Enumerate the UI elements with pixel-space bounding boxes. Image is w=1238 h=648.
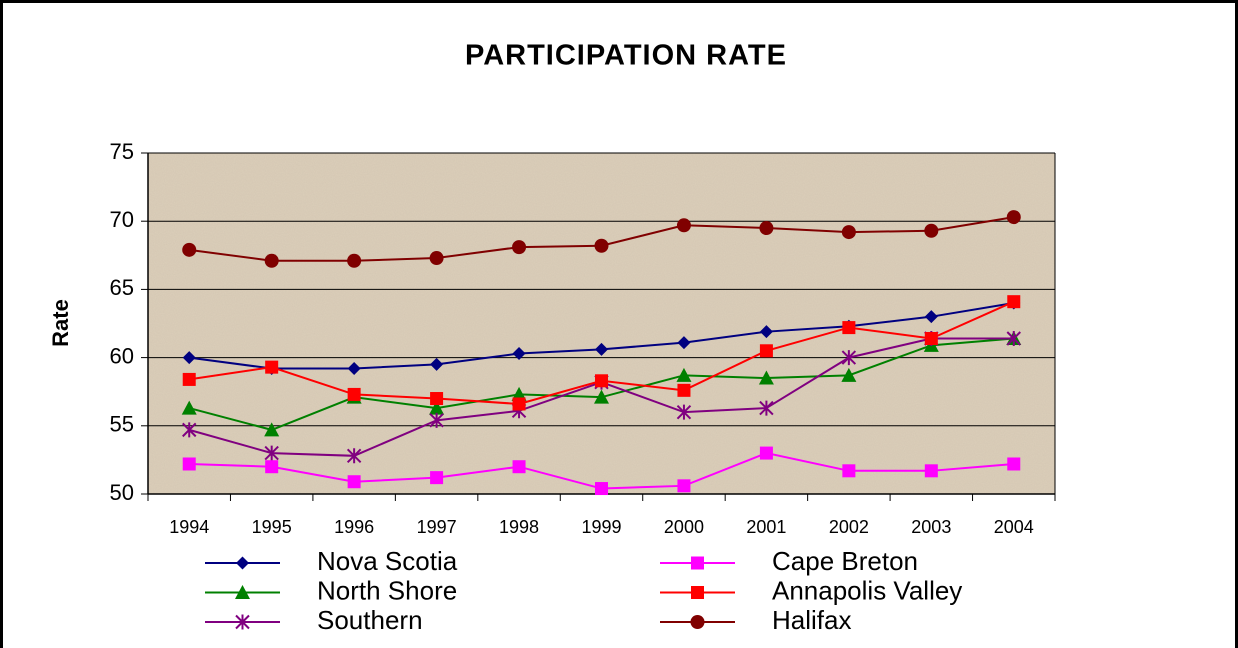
chart-title: PARTICIPATION RATE [465, 40, 787, 72]
x-tick-label: 2000 [664, 517, 704, 537]
marker [924, 223, 939, 238]
marker [182, 372, 196, 386]
marker [182, 422, 197, 438]
marker [1006, 331, 1021, 347]
marker [182, 242, 197, 257]
marker [182, 457, 196, 471]
marker [512, 397, 526, 411]
x-tick-label: 2004 [994, 517, 1034, 537]
marker [430, 357, 444, 371]
plot-texture [148, 153, 1055, 494]
marker [676, 367, 692, 382]
marker [676, 218, 691, 233]
marker [594, 389, 609, 404]
marker [512, 460, 526, 474]
legend-label: Halifax [772, 605, 851, 635]
marker [429, 251, 444, 266]
legend-marker [235, 614, 250, 630]
legend-marker [691, 556, 704, 570]
x-tick-label: 2001 [746, 517, 786, 537]
marker [842, 464, 856, 478]
marker [841, 367, 857, 382]
marker [347, 253, 362, 268]
y-tick-label: 50 [110, 480, 134, 505]
marker [512, 240, 527, 255]
legend-label: North Shore [317, 575, 457, 605]
marker [429, 400, 445, 415]
x-tick-label: 1998 [499, 517, 539, 537]
marker [1007, 457, 1021, 471]
legend-marker [691, 586, 704, 599]
marker [841, 225, 856, 240]
marker [430, 471, 444, 485]
plot: 50 55 60 65 70 75 1994 1995 1996 1997 1998 1999 2000… [110, 139, 1056, 537]
x-tick-label: 1997 [417, 517, 457, 537]
legend-label: Nova Scotia [317, 546, 458, 576]
marker [347, 362, 361, 376]
x-tick-label: 1995 [252, 517, 292, 537]
marker [264, 445, 279, 461]
marker [264, 253, 279, 268]
marker [924, 310, 938, 324]
legend-marker [690, 615, 705, 629]
marker [924, 332, 938, 346]
legend-marker [235, 585, 250, 599]
y-tick-label: 65 [110, 275, 134, 300]
y-tick-label: 55 [110, 412, 134, 437]
marker [512, 347, 526, 361]
marker [1006, 210, 1021, 225]
x-tick-label: 2002 [829, 517, 869, 537]
y-tick-label: 60 [110, 343, 134, 368]
marker [511, 386, 527, 401]
x-tick-label: 1994 [169, 517, 209, 537]
marker [1007, 295, 1021, 309]
marker [759, 221, 774, 236]
marker [347, 387, 361, 401]
x-tick-label: 1999 [581, 517, 621, 537]
y-tick-label: 75 [110, 139, 134, 164]
marker [842, 321, 856, 335]
marker [676, 404, 692, 420]
marker [265, 460, 279, 474]
marker [181, 400, 197, 415]
marker [595, 374, 608, 388]
legend-marker [236, 556, 249, 570]
marker [264, 422, 280, 437]
marker [924, 464, 938, 478]
marker [759, 400, 774, 416]
x-tick-label: 1996 [334, 517, 374, 537]
marker [677, 336, 691, 350]
legend-label: Cape Breton [772, 546, 918, 576]
marker [430, 392, 444, 406]
legend-label: Annapolis Valley [772, 575, 962, 605]
y-axis-label: Rate [48, 299, 73, 347]
marker [677, 479, 691, 493]
marker [759, 325, 773, 339]
legend-label: Southern [317, 605, 423, 635]
marker [595, 482, 608, 496]
marker [265, 360, 279, 374]
marker [346, 448, 362, 464]
marker [595, 342, 608, 356]
marker [759, 446, 773, 460]
marker [677, 383, 691, 397]
x-tick-label: 2003 [911, 517, 951, 537]
y-tick-label: 70 [110, 207, 134, 232]
marker [758, 370, 774, 385]
marker [429, 412, 444, 428]
marker [594, 238, 609, 253]
marker [841, 350, 857, 366]
marker [347, 475, 361, 489]
marker [182, 351, 196, 365]
marker [759, 344, 773, 358]
